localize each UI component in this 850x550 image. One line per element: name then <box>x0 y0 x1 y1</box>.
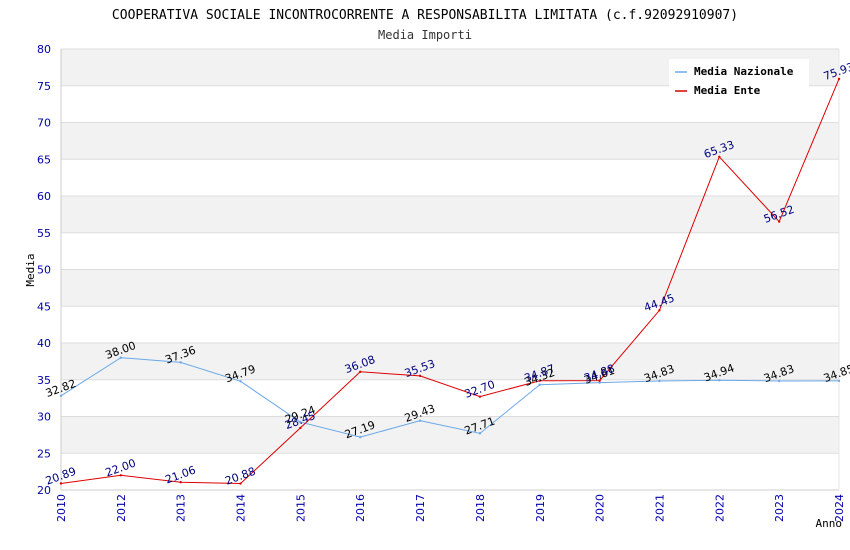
x-tick-label: 2016 <box>354 494 367 522</box>
chart-subtitle: Media Importi <box>378 28 472 42</box>
y-tick-label: 50 <box>37 264 51 277</box>
legend: Media Nazionale Media Ente <box>669 59 809 99</box>
x-tick-label: 2023 <box>773 494 786 522</box>
data-point-media-nazionale <box>777 379 781 383</box>
data-point-media-nazionale <box>359 435 362 439</box>
data-point-media-ente <box>777 220 781 223</box>
data-point-media-nazionale <box>119 356 123 359</box>
data-point-media-ente <box>658 309 661 312</box>
y-tick-label: 55 <box>37 227 51 240</box>
x-axis-label: Anno <box>816 517 843 530</box>
data-point-media-ente <box>359 370 362 374</box>
plot-band <box>61 159 839 196</box>
data-point-media-nazionale <box>658 379 661 383</box>
x-tick-label: 2019 <box>534 494 547 522</box>
data-point-media-nazionale <box>538 383 541 386</box>
y-tick-label: 40 <box>37 337 51 350</box>
x-tick-label: 2010 <box>55 494 68 522</box>
y-tick-label: 30 <box>37 411 51 424</box>
series-line-media-ente <box>60 78 840 485</box>
plot-band <box>61 196 839 233</box>
x-tick-label: 2022 <box>713 494 726 522</box>
x-tick-label: 2018 <box>474 494 487 522</box>
data-point-media-nazionale <box>718 378 721 382</box>
data-point-media-ente <box>119 474 123 477</box>
x-tick-label: 2014 <box>235 494 248 522</box>
data-point-media-ente <box>299 426 302 430</box>
x-tick-label: 2020 <box>594 494 607 522</box>
x-tick-label: 2017 <box>414 494 427 522</box>
data-point-media-ente <box>239 482 242 485</box>
y-tick-label: 45 <box>37 300 51 313</box>
y-tick-label: 60 <box>37 190 51 203</box>
y-tick-label: 80 <box>37 43 51 56</box>
legend-box <box>669 59 809 99</box>
x-tick-label: 2024 <box>833 494 846 522</box>
y-tick-label: 25 <box>37 447 51 460</box>
data-point-media-ente <box>179 481 182 484</box>
y-tick-label: 20 <box>37 484 51 497</box>
y-axis-label: Media <box>24 253 37 286</box>
data-point-media-ente <box>837 77 841 81</box>
data-point-media-ente <box>478 395 482 398</box>
data-point-media-nazionale <box>598 381 601 384</box>
plot-band <box>61 269 839 307</box>
plot-band <box>61 343 839 380</box>
legend-label-media-ente: Media Ente <box>694 84 761 97</box>
y-tick-label: 75 <box>37 80 51 93</box>
x-tick-label: 2012 <box>115 494 128 522</box>
data-point-media-nazionale <box>299 420 302 424</box>
x-tick-label: 2021 <box>653 494 666 522</box>
plot-band <box>61 379 839 417</box>
plot-band <box>61 232 839 270</box>
y-tick-label: 35 <box>37 374 51 387</box>
y-tick-label: 70 <box>37 117 51 130</box>
data-point-media-ente <box>538 379 541 382</box>
data-point-media-nazionale <box>179 361 182 364</box>
data-point-media-ente <box>598 379 601 382</box>
plot-band <box>61 453 839 490</box>
plot-band <box>61 122 839 160</box>
data-point-media-ente <box>418 374 422 378</box>
series-line-media-nazionale <box>60 357 840 438</box>
plot-band <box>61 416 839 454</box>
data-point-media-nazionale <box>59 394 63 397</box>
data-point-media-nazionale <box>418 419 422 422</box>
x-tick-label: 2015 <box>294 494 307 522</box>
data-point-media-ente <box>718 155 721 159</box>
x-tick-label: 2013 <box>175 494 188 522</box>
data-point-media-nazionale <box>478 432 482 435</box>
data-point-media-ente <box>59 482 63 485</box>
plot-band <box>61 306 839 343</box>
legend-label-media-nazionale: Media Nazionale <box>694 65 794 78</box>
data-point-media-nazionale <box>837 379 841 383</box>
data-point-media-nazionale <box>239 380 242 383</box>
y-tick-label: 65 <box>37 153 51 166</box>
chart-title: COOPERATIVA SOCIALE INCONTROCORRENTE A R… <box>112 8 738 23</box>
